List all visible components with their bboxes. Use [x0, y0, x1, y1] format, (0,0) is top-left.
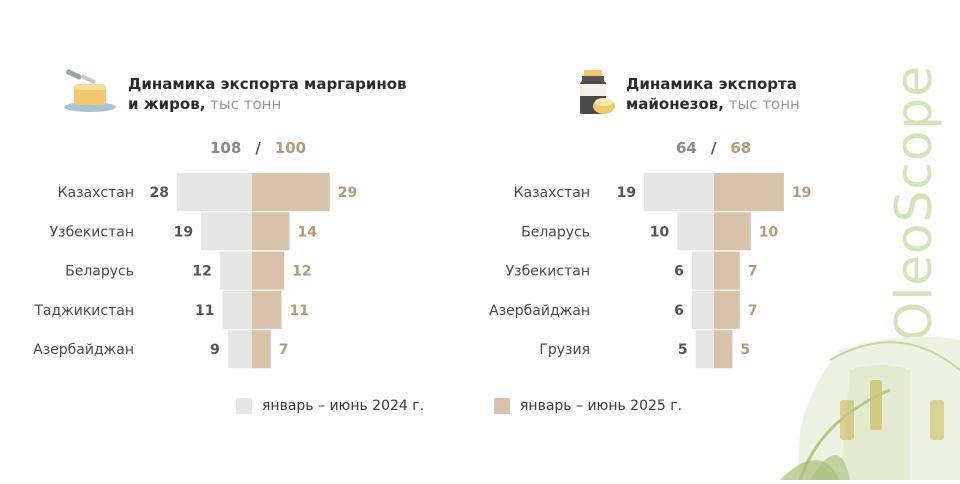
category-label-1-0: Казахстан — [514, 185, 590, 201]
value-label-2024-1-2: 6 — [674, 264, 684, 280]
bar-2025-0-0 — [252, 173, 330, 211]
right-chart-totals: 64 / 68 — [676, 139, 751, 157]
value-label-2025-1-0: 19 — [792, 185, 811, 201]
value-label-2024-1-0: 19 — [617, 185, 636, 201]
value-label-2025-0-0: 29 — [338, 185, 357, 201]
brand-name: OleoScope — [885, 65, 943, 341]
bar-2025-1-3 — [714, 290, 740, 329]
right-total-2024: 64 — [676, 139, 697, 157]
right-chart-title-line2: майонезов, — [626, 95, 724, 113]
value-label-2024-0-1: 19 — [174, 224, 193, 240]
bar-2024-1-0 — [644, 173, 714, 211]
left-chart-title-line1: Динамика экспорта маргаринов — [128, 75, 407, 93]
left-chart-title: Динамика экспорта маргаринов и жиров, ты… — [128, 74, 428, 114]
legend-swatch-2025 — [494, 398, 510, 414]
value-label-2025-1-1: 10 — [759, 224, 779, 240]
value-label-2024-1-4: 5 — [678, 342, 688, 358]
bar-2024-0-2 — [219, 251, 252, 290]
value-label-2024-1-3: 6 — [674, 303, 684, 319]
bar-2024-0-0 — [176, 173, 252, 211]
bar-2024-1-2 — [691, 251, 714, 290]
mayonnaise-jar-icon — [576, 70, 616, 116]
value-label-2025-0-1: 14 — [298, 224, 318, 240]
bar-2025-1-0 — [714, 173, 784, 211]
bar-2025-1-4 — [714, 330, 733, 369]
category-label-0-3: Таджикистан — [33, 303, 134, 319]
value-label-2024-0-4: 9 — [210, 342, 220, 358]
value-label-2024-0-3: 11 — [195, 303, 214, 319]
legend-label-2024: январь – июнь 2024 г. — [262, 398, 425, 414]
value-label-2025-0-2: 12 — [292, 264, 311, 280]
right-chart-title-line1: Динамика экспорта — [626, 75, 797, 93]
value-label-2025-0-4: 7 — [279, 342, 289, 358]
bar-2025-1-1 — [714, 212, 751, 251]
category-label-0-2: Беларусь — [65, 264, 134, 280]
value-label-2025-1-4: 5 — [740, 342, 750, 358]
bar-2025-0-4 — [252, 330, 271, 369]
right-total-2025: 68 — [730, 139, 752, 157]
value-label-2024-0-2: 12 — [192, 264, 211, 280]
legend-item-2024: январь – июнь 2024 г. — [236, 398, 424, 414]
left-chart-unit: тыс тонн — [205, 95, 282, 113]
category-label-1-4: Грузия — [539, 342, 590, 358]
category-label-0-0: Казахстан — [58, 185, 134, 201]
value-label-2024-0-0: 28 — [149, 185, 168, 201]
left-total-separator: / — [255, 139, 261, 157]
bar-2025-1-2 — [714, 251, 740, 290]
brand-logo: OleoScope — [874, 58, 954, 348]
decorative-leaf-illustration — [780, 330, 960, 481]
bar-2024-1-4 — [695, 330, 714, 369]
bar-2024-0-3 — [222, 290, 252, 329]
category-label-1-1: Беларусь — [521, 224, 590, 240]
margarine-butter-icon — [62, 68, 118, 114]
category-label-0-4: Азербайджан — [33, 342, 134, 358]
bar-2025-0-3 — [252, 290, 282, 329]
bar-2024-1-1 — [677, 212, 714, 251]
left-total-2025: 100 — [274, 139, 307, 157]
value-label-2025-1-2: 7 — [748, 264, 758, 280]
right-chart-title: Динамика экспорта майонезов, тыс тонн — [626, 74, 866, 114]
value-label-2025-0-3: 11 — [289, 303, 308, 319]
bar-2024-1-3 — [691, 290, 714, 329]
value-label-2024-1-1: 10 — [650, 224, 670, 240]
value-label-2025-1-3: 7 — [748, 303, 758, 319]
left-chart-title-line2: и жиров, — [128, 95, 206, 113]
legend-item-2025: январь – июнь 2025 г. — [494, 398, 682, 414]
right-chart-unit: тыс тонн — [723, 95, 800, 113]
left-total-2024: 108 — [210, 139, 242, 157]
bar-2025-0-1 — [252, 212, 290, 251]
bar-2025-0-2 — [252, 251, 285, 290]
category-label-1-2: Узбекистан — [506, 264, 590, 280]
legend-label-2025: январь – июнь 2025 г. — [520, 398, 683, 414]
legend-swatch-2024 — [236, 398, 252, 414]
category-label-0-1: Узбекистан — [50, 224, 134, 240]
bar-2024-0-4 — [227, 330, 252, 369]
bar-2024-0-1 — [201, 212, 252, 251]
category-label-1-3: Азербайджан — [489, 303, 590, 319]
right-total-separator: / — [710, 139, 717, 157]
left-chart-totals: 108 / 100 — [210, 139, 306, 157]
